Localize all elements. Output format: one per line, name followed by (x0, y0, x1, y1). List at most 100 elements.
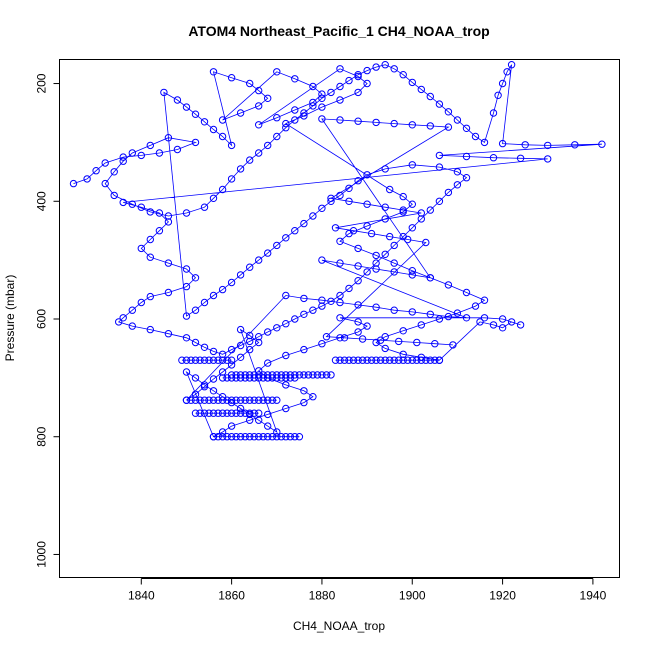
data-point (196, 409, 204, 417)
data-point (422, 356, 430, 364)
data-point (300, 387, 308, 395)
data-point (205, 409, 213, 417)
data-point (327, 297, 335, 305)
data-point (119, 157, 127, 165)
data-point (336, 82, 344, 91)
data-point (187, 396, 195, 404)
x-tick-label: 1940 (580, 589, 607, 603)
data-point (345, 356, 353, 364)
data-point (286, 433, 294, 441)
data-point (322, 371, 331, 379)
data-point (408, 308, 416, 316)
data-point (471, 132, 480, 141)
data-point (246, 345, 254, 354)
data-point (282, 124, 290, 132)
data-point (246, 433, 254, 441)
data-point (318, 204, 326, 213)
data-point (480, 296, 489, 304)
data-point (264, 396, 272, 404)
data-point (246, 409, 254, 417)
data-point (191, 374, 200, 382)
data-point (236, 396, 245, 404)
data-point (336, 334, 344, 342)
data-point (327, 88, 335, 97)
data-point (191, 409, 200, 417)
data-point (318, 296, 326, 304)
data-point (354, 318, 362, 326)
data-point (264, 359, 272, 367)
data-point (209, 125, 218, 134)
data-point (223, 374, 231, 382)
data-point (444, 312, 453, 321)
data-point (200, 118, 209, 126)
data-point (232, 396, 240, 404)
y-axis: 200 400 600 800 1000 (35, 73, 60, 568)
data-point (119, 198, 127, 207)
data-point (408, 161, 416, 169)
data-point (318, 256, 326, 264)
data-point (390, 241, 398, 250)
data-point (309, 393, 317, 401)
y-tick-label: 200 (35, 73, 49, 93)
data-point (435, 356, 444, 364)
data-point (246, 337, 254, 346)
data-point (363, 66, 371, 75)
data-point (209, 356, 218, 364)
data-point (236, 353, 245, 361)
data-point (354, 262, 362, 270)
data-point (182, 103, 191, 111)
data-point (246, 374, 254, 382)
data-point (182, 265, 191, 273)
data-point (598, 140, 606, 148)
data-point (494, 91, 502, 100)
data-point (309, 102, 317, 110)
data-point (309, 306, 317, 314)
y-axis-label: Pressure (mbar) (3, 275, 17, 362)
data-point (110, 191, 118, 200)
data-point (196, 356, 204, 364)
data-point (115, 318, 123, 326)
data-point (241, 433, 249, 441)
data-point (146, 292, 155, 301)
data-point (187, 356, 195, 364)
data-point (218, 132, 227, 141)
x-tick-label: 1860 (218, 589, 245, 603)
data-point (318, 302, 326, 310)
data-point (209, 291, 218, 300)
data-point (318, 103, 326, 111)
data-point (471, 302, 480, 310)
data-point (218, 185, 227, 194)
data-point (399, 327, 407, 335)
data-point (164, 288, 173, 297)
data-point (489, 154, 498, 162)
data-point (137, 298, 146, 307)
data-point (426, 206, 434, 214)
data-point (480, 138, 489, 147)
data-point (354, 356, 362, 364)
data-point (191, 338, 200, 347)
data-point (273, 374, 281, 382)
data-point (282, 404, 290, 413)
data-point (273, 428, 281, 436)
data-point (372, 338, 380, 347)
data-point (246, 416, 254, 424)
data-point (241, 374, 249, 382)
data-point (259, 374, 267, 382)
data-point (119, 314, 127, 322)
data-point (264, 422, 272, 430)
x-tick-label: 1920 (489, 589, 516, 603)
data-point (390, 65, 398, 73)
data-point (282, 381, 290, 389)
data-point (381, 215, 389, 223)
data-point (227, 409, 236, 417)
y-tick-label: 400 (35, 191, 49, 211)
data-point (282, 234, 290, 242)
data-point (214, 409, 222, 417)
y-tick-label: 800 (35, 426, 49, 446)
data-point (349, 356, 358, 364)
data-point (137, 151, 146, 160)
data-point (408, 121, 416, 129)
data-point (498, 139, 507, 148)
data-point (282, 291, 290, 300)
